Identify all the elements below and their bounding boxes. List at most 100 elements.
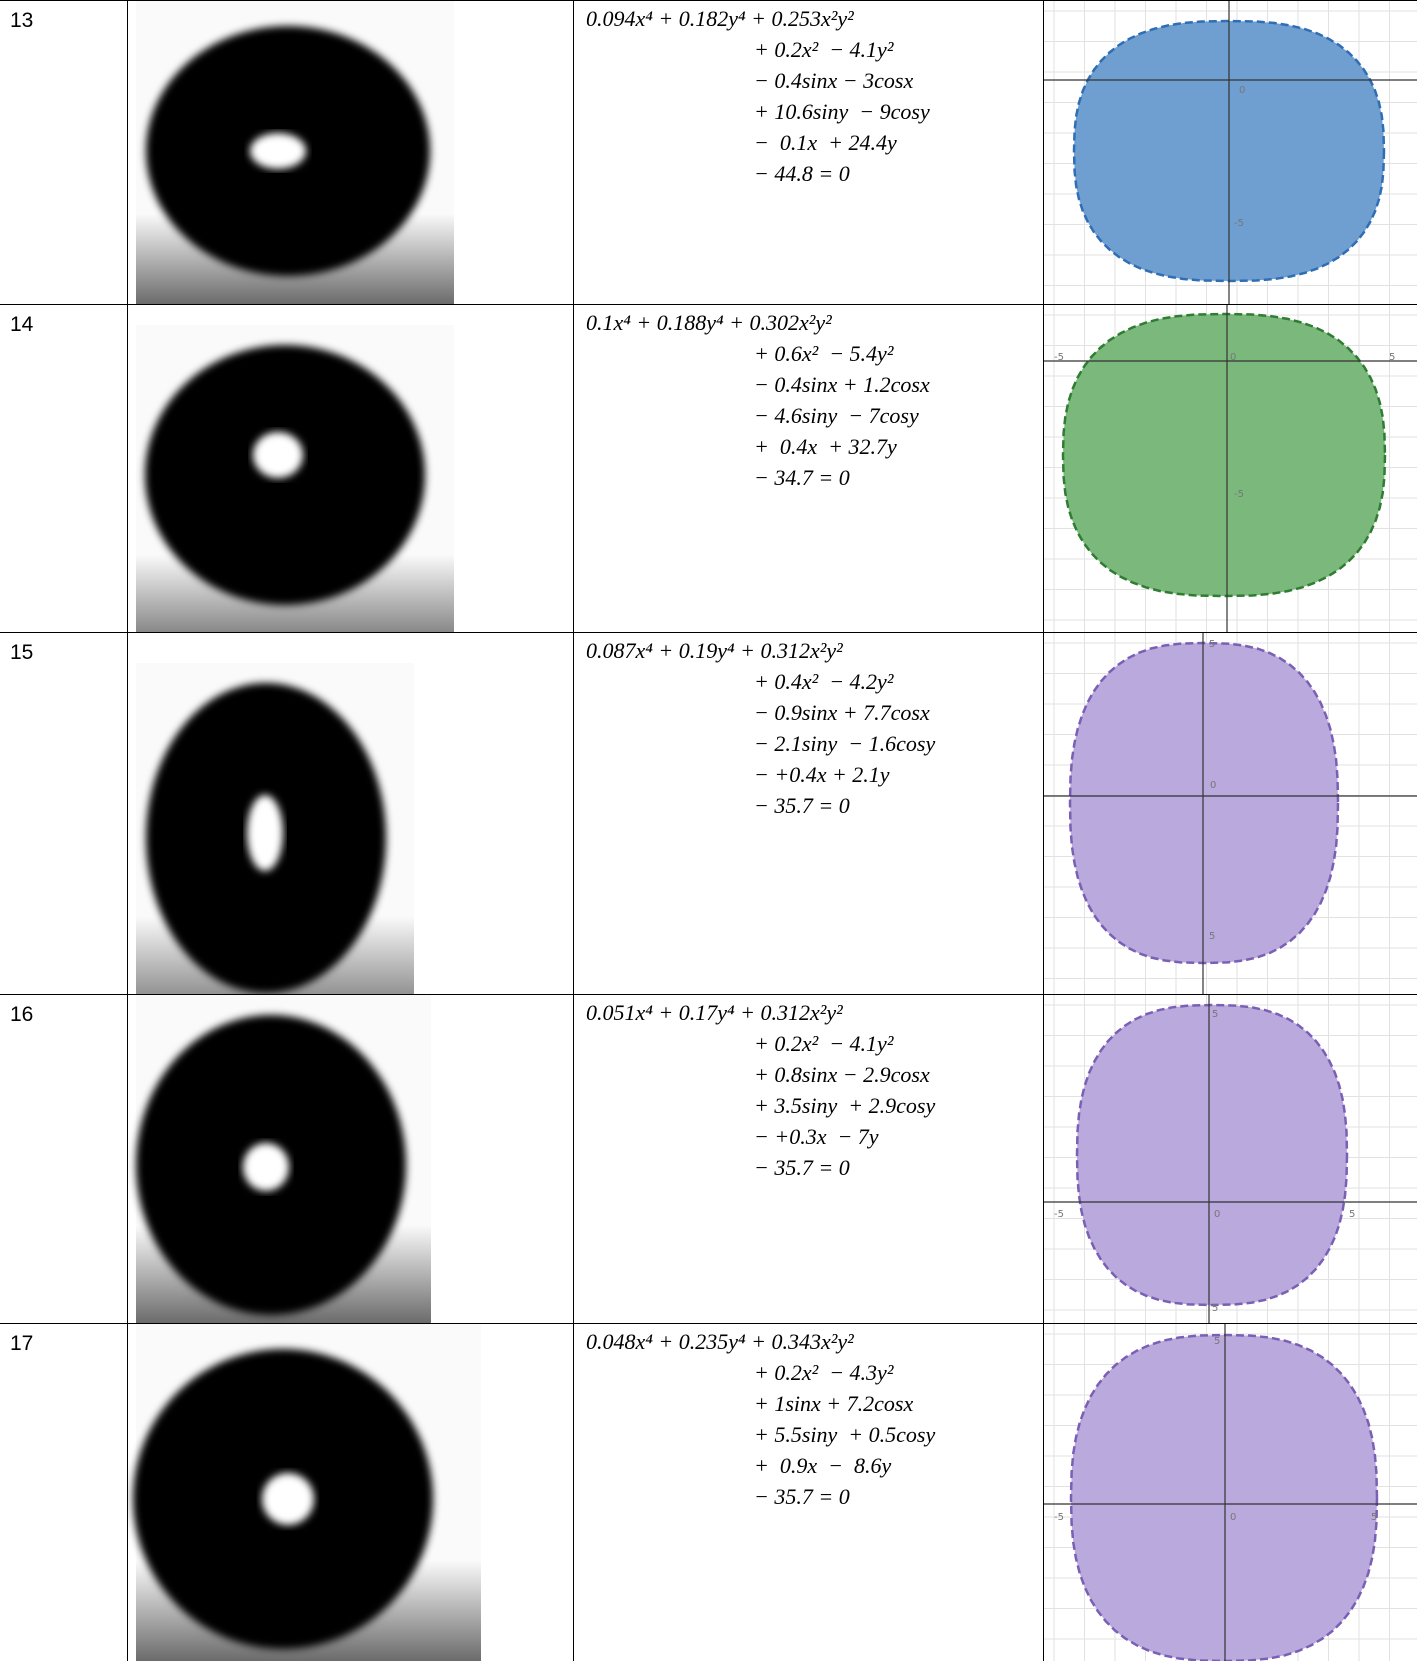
table-cell: 14 [0,305,127,632]
equation-line: − 35.7 = 0 [574,1152,1043,1183]
equation-line: + 0.2x² − 4.1y² [574,1028,1043,1059]
equation-line: + 0.2x² − 4.3y² [574,1357,1043,1388]
table-cell: 5 -5 0 5 [1043,1324,1417,1661]
equation-line: + 0.4x + 32.7y [574,431,1043,462]
row-number: 17 [0,1324,127,1356]
plot-label: 0 [1239,85,1245,96]
table-row: 14 0.1x⁴ + 0.188y⁴ + 0.302x²y²+ 0.6x² − 5… [0,304,1417,632]
table-cell [127,1324,573,1661]
table-cell: 0 -5 [1043,1,1417,304]
plot: 5 -5 0 5 [1044,1324,1417,1661]
droplet-image [128,1324,573,1661]
plot-label: -5 [1234,489,1244,500]
equation-line: + 3.5siny + 2.9cosy [574,1090,1043,1121]
equation-line: + 0.4x² − 4.2y² [574,666,1043,697]
plot-label: 5 [1209,639,1215,650]
equation: 0.087x⁴ + 0.19y⁴ + 0.312x²y²+ 0.4x² − 4.… [574,633,1043,821]
plot: 505 [1044,633,1417,994]
table-cell [127,995,573,1323]
plot-label: 0 [1230,352,1236,363]
equation: 0.048x⁴ + 0.235y⁴ + 0.343x²y²+ 0.2x² − 4… [574,1324,1043,1512]
plot-label: 5 [1389,352,1395,363]
plot-label: 0 [1230,1512,1236,1523]
equation-line: 0.048x⁴ + 0.235y⁴ + 0.343x²y² [574,1326,1043,1357]
table-cell: 16 [0,995,127,1323]
equation: 0.1x⁴ + 0.188y⁴ + 0.302x²y²+ 0.6x² − 5.4… [574,305,1043,493]
equation-line: − 35.7 = 0 [574,1481,1043,1512]
table-cell: 5 -5 0 5 5 [1043,995,1417,1323]
plot: -5 0 5 -5 [1044,305,1417,632]
equation-line: − 35.7 = 0 [574,790,1043,821]
equation-line: + 10.6siny − 9cosy [574,96,1043,127]
equation-line: + 5.5siny + 0.5cosy [574,1419,1043,1450]
droplet-image [128,633,573,994]
equation-line: + 0.6x² − 5.4y² [574,338,1043,369]
equation-line: + 0.9x − 8.6y [574,1450,1043,1481]
equation-line: − +0.4x + 2.1y [574,759,1043,790]
table-cell: -5 0 5 -5 [1043,305,1417,632]
plot-label: 5 [1214,1336,1220,1347]
equation-line: + 1sinx + 7.2cosx [574,1388,1043,1419]
row-number: 14 [0,305,127,337]
plot-label: 5 [1349,1209,1355,1220]
table-cell [127,1,573,304]
droplet-image [128,995,573,1323]
equation-line: − 44.8 = 0 [574,158,1043,189]
table: 130.094x⁴ + 0.182y⁴ + 0.253x²y²+ 0.2x² −… [0,0,1417,1661]
equation-line: − 0.1x + 24.4y [574,127,1043,158]
plot-label: 0 [1210,780,1216,791]
plot-label: -5 [1054,1209,1064,1220]
table-cell: 17 [0,1324,127,1661]
droplet-spot [250,133,306,169]
plot-label: 5 [1371,1512,1377,1523]
droplet-image [128,305,573,632]
plot: 0 -5 [1044,1,1417,304]
region [1063,314,1385,596]
table-cell: 15 [0,633,127,994]
droplet-spot [247,795,283,871]
plot-label: 0 [1214,1209,1220,1220]
equation-line: − +0.3x − 7y [574,1121,1043,1152]
region [1077,1005,1347,1305]
table-cell: 0.051x⁴ + 0.17y⁴ + 0.312x²y²+ 0.2x² − 4.… [573,995,1043,1323]
table-row: 15 0.087x⁴ + 0.19y⁴ + 0.312x²y²+ 0.4x² − … [0,632,1417,994]
table-cell [127,305,573,632]
table-cell: 0.1x⁴ + 0.188y⁴ + 0.302x²y²+ 0.6x² − 5.4… [573,305,1043,632]
equation: 0.094x⁴ + 0.182y⁴ + 0.253x²y²+ 0.2x² − 4… [574,1,1043,189]
equation-line: 0.1x⁴ + 0.188y⁴ + 0.302x²y² [574,307,1043,338]
table-cell: 0.048x⁴ + 0.235y⁴ + 0.343x²y²+ 0.2x² − 4… [573,1324,1043,1661]
table-cell: 13 [0,1,127,304]
row-number: 15 [0,633,127,665]
table-cell: 0.094x⁴ + 0.182y⁴ + 0.253x²y²+ 0.2x² − 4… [573,1,1043,304]
equation: 0.051x⁴ + 0.17y⁴ + 0.312x²y²+ 0.2x² − 4.… [574,995,1043,1183]
equation-line: − 0.9sinx + 7.7cosx [574,697,1043,728]
droplet-image [128,1,573,304]
table-row: 13 0.094x⁴ + 0.182y⁴ + 0.253x²y²+ 0.2x² −… [0,0,1417,304]
row-number: 16 [0,995,127,1027]
equation-line: + 0.2x² − 4.1y² [574,34,1043,65]
equation-line: − 0.4sinx − 3cosx [574,65,1043,96]
droplet-spot [262,1473,314,1525]
table-cell [127,633,573,994]
region [1071,1335,1377,1661]
plot: 5 -5 0 5 5 [1044,995,1417,1323]
equation-line: − 2.1siny − 1.6cosy [574,728,1043,759]
droplet-spot [243,1143,289,1191]
plot-label: -5 [1234,218,1244,229]
equation-line: 0.051x⁴ + 0.17y⁴ + 0.312x²y² [574,997,1043,1028]
equation-line: − 34.7 = 0 [574,462,1043,493]
plot-label: 5 [1212,1303,1218,1314]
plot-label: -5 [1054,1512,1064,1523]
plot-label: -5 [1054,352,1064,363]
equation-line: − 4.6siny − 7cosy [574,400,1043,431]
table-row: 17 0.048x⁴ + 0.235y⁴ + 0.343x²y²+ 0.2x² −… [0,1323,1417,1661]
row-number: 13 [0,1,127,33]
equation-line: 0.094x⁴ + 0.182y⁴ + 0.253x²y² [574,3,1043,34]
plot-label: 5 [1212,1009,1218,1020]
table-cell: 0.087x⁴ + 0.19y⁴ + 0.312x²y²+ 0.4x² − 4.… [573,633,1043,994]
droplet-spot [253,432,303,478]
region [1070,643,1338,963]
equation-line: 0.087x⁴ + 0.19y⁴ + 0.312x²y² [574,635,1043,666]
table-row: 16 0.051x⁴ + 0.17y⁴ + 0.312x²y²+ 0.2x² − … [0,994,1417,1323]
